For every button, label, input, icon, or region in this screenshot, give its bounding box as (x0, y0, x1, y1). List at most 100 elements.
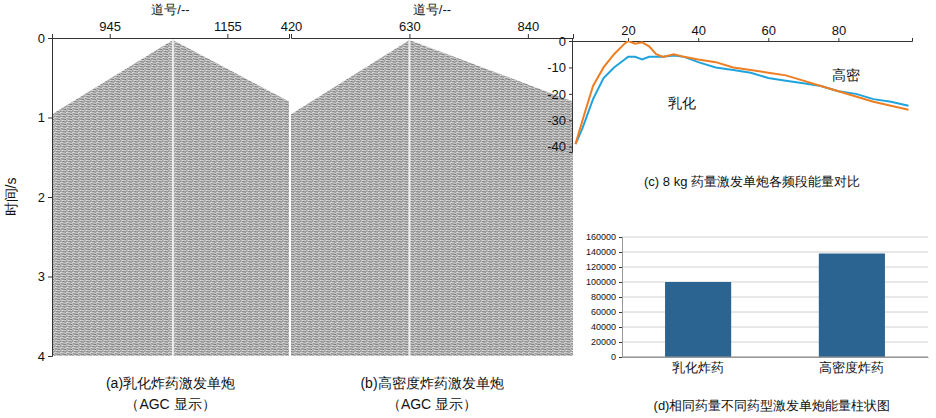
x-tick-label: 60 (762, 23, 776, 38)
tick-mark (619, 252, 622, 253)
tick: 3 (38, 269, 52, 284)
tick-mark (409, 34, 410, 38)
series-label: 乳化 (668, 95, 696, 111)
tick: 40 (691, 23, 705, 41)
axis-line (573, 38, 913, 42)
tick-mark (619, 312, 622, 313)
tick-mark (48, 277, 52, 278)
tick-mark (528, 34, 529, 38)
tick-mark (227, 34, 228, 38)
tick: 0 (38, 31, 52, 46)
panel: 0200004000060000800001000001200001400001… (586, 232, 929, 413)
tick-mark (291, 34, 292, 38)
tick: 160000 (586, 232, 622, 242)
seismic-image (291, 38, 573, 356)
tick-mark (619, 342, 622, 343)
tick: 0 (611, 352, 622, 362)
x-tick-label: 40 (691, 23, 705, 38)
tick: -10 (547, 60, 572, 75)
axis: 0200004000060000800001000001200001400001… (586, 232, 623, 362)
grid-line (622, 252, 928, 253)
y-tick-label: 0 (38, 31, 45, 46)
x-tick-label: 630 (399, 19, 421, 34)
y-tick-label: 4 (38, 349, 45, 364)
tick: 40000 (591, 322, 622, 332)
panel: 420630840道号/--(b)高密度炸药激发单炮（AGC 显示） (281, 2, 574, 412)
caption: (d)相同药量不同药型激发单炮能量柱状图 (654, 398, 891, 413)
y-axis-title: 时间/s (3, 178, 19, 217)
tick: 100000 (586, 277, 622, 287)
x-tick-label: 945 (99, 19, 121, 34)
axis-line (53, 34, 290, 39)
axis: 20 40 60 80 (573, 23, 913, 42)
seismic-image (52, 38, 289, 356)
x-axis-title: 道号/-- (151, 2, 189, 17)
tick-mark (619, 297, 622, 298)
tick-mark (48, 38, 52, 39)
shot-trace (408, 38, 410, 356)
y-tick-label: 100000 (586, 277, 616, 287)
axis-line (623, 357, 929, 358)
y-tick-label: 60000 (591, 307, 616, 317)
baseline (622, 357, 928, 358)
tick: 420 (281, 19, 303, 38)
x-tick-label: 1155 (214, 19, 242, 34)
y-tick-label: 140000 (586, 247, 616, 257)
tick-mark (48, 118, 52, 119)
series-label: 高密 (832, 67, 860, 83)
tick: 0 (559, 34, 572, 49)
tick-mark (619, 267, 622, 268)
tick: -40 (547, 139, 572, 154)
x-tick-label: 高密度炸药 (819, 360, 884, 375)
axis: 420 630 840 (281, 19, 574, 39)
tick: 630 (399, 19, 421, 38)
axis: 0 1 2 3 4 (38, 31, 53, 364)
tick-mark (569, 120, 572, 121)
y-tick-label: 40000 (591, 322, 616, 332)
caption: (b)高密度炸药激发单炮 (360, 375, 503, 391)
caption: (c) 8 kg 药量激发单炮各频段能量对比 (644, 174, 860, 189)
y-tick-label: -20 (547, 87, 566, 102)
tick-mark (838, 38, 839, 41)
plot-area (576, 41, 909, 144)
tick: 4 (38, 349, 52, 364)
tick-mark (628, 38, 629, 41)
tick-mark (768, 38, 769, 41)
y-tick-label: -10 (547, 60, 566, 75)
y-tick-label: 1 (38, 110, 45, 125)
y-tick-label: 0 (611, 352, 616, 362)
y-tick-label: 2 (38, 190, 45, 205)
y-tick-label: 80000 (591, 292, 616, 302)
series-line (576, 41, 909, 144)
figure: 9451155道号/--01234时间/s(a)乳化炸药激发单炮（AGC 显示）… (0, 0, 936, 418)
axis: 0 -10 -20 -30 -40 (547, 34, 572, 155)
y-tick-label: -30 (547, 113, 566, 128)
tick-mark (619, 237, 622, 238)
tick-mark (48, 356, 52, 357)
tick-mark (619, 357, 622, 358)
y-tick-label: 120000 (586, 262, 616, 272)
axis-line (292, 34, 574, 39)
tick: 2 (38, 190, 52, 205)
tick: 120000 (586, 262, 622, 272)
x-tick-label: 80 (832, 23, 846, 38)
panel: 9451155道号/--01234时间/s(a)乳化炸药激发单炮（AGC 显示） (3, 2, 290, 412)
tick-mark (569, 94, 572, 95)
axis-line (48, 39, 53, 357)
tick: 1 (38, 110, 52, 125)
tick: 945 (99, 19, 121, 38)
tick: 20 (621, 23, 635, 41)
y-tick-label: -40 (547, 139, 566, 154)
tick: -20 (547, 87, 572, 102)
y-tick-label: 0 (559, 34, 566, 49)
tick-mark (569, 147, 572, 148)
tick: 1155 (214, 19, 242, 38)
axis: 945 1155 (53, 19, 290, 39)
x-tick-label: 840 (518, 19, 540, 34)
tick: -30 (547, 113, 572, 128)
tick: 60000 (591, 307, 622, 317)
tick: 高密度炸药 (819, 357, 884, 375)
x-tick-label: 20 (621, 23, 635, 38)
x-axis-title: 道号/-- (413, 2, 451, 17)
grid-line (622, 237, 928, 238)
